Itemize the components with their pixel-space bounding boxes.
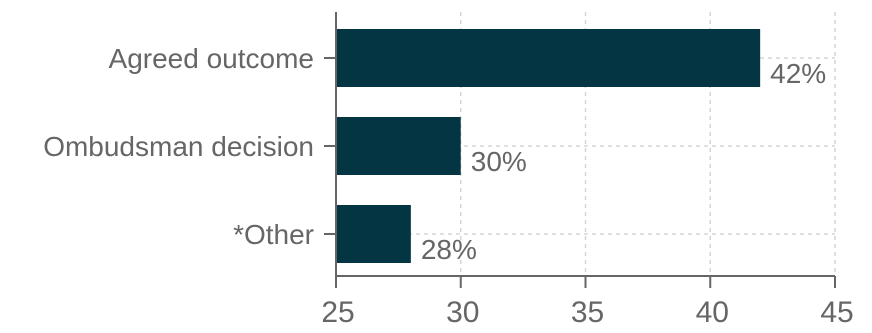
axis-layer xyxy=(324,12,836,288)
category-label: Ombudsman decision xyxy=(43,131,314,162)
category-label: *Other xyxy=(233,219,314,250)
bar-value-label: 28% xyxy=(421,234,477,265)
x-tick-label: 35 xyxy=(571,296,604,328)
x-tick-label: 30 xyxy=(446,296,479,328)
x-tick-label: 25 xyxy=(321,296,354,328)
bar xyxy=(336,205,411,263)
labels-layer: 42% Agreed outcome 30% Ombudsman decision 28… xyxy=(43,43,854,329)
category-label: Agreed outcome xyxy=(109,43,314,74)
x-tick-label: 40 xyxy=(696,296,729,328)
x-tick-label: 45 xyxy=(820,296,853,328)
bar-value-label: 42% xyxy=(770,58,826,89)
bar xyxy=(336,29,761,87)
bars-layer xyxy=(336,29,761,263)
bar-value-label: 30% xyxy=(471,146,527,177)
bar xyxy=(336,117,461,175)
